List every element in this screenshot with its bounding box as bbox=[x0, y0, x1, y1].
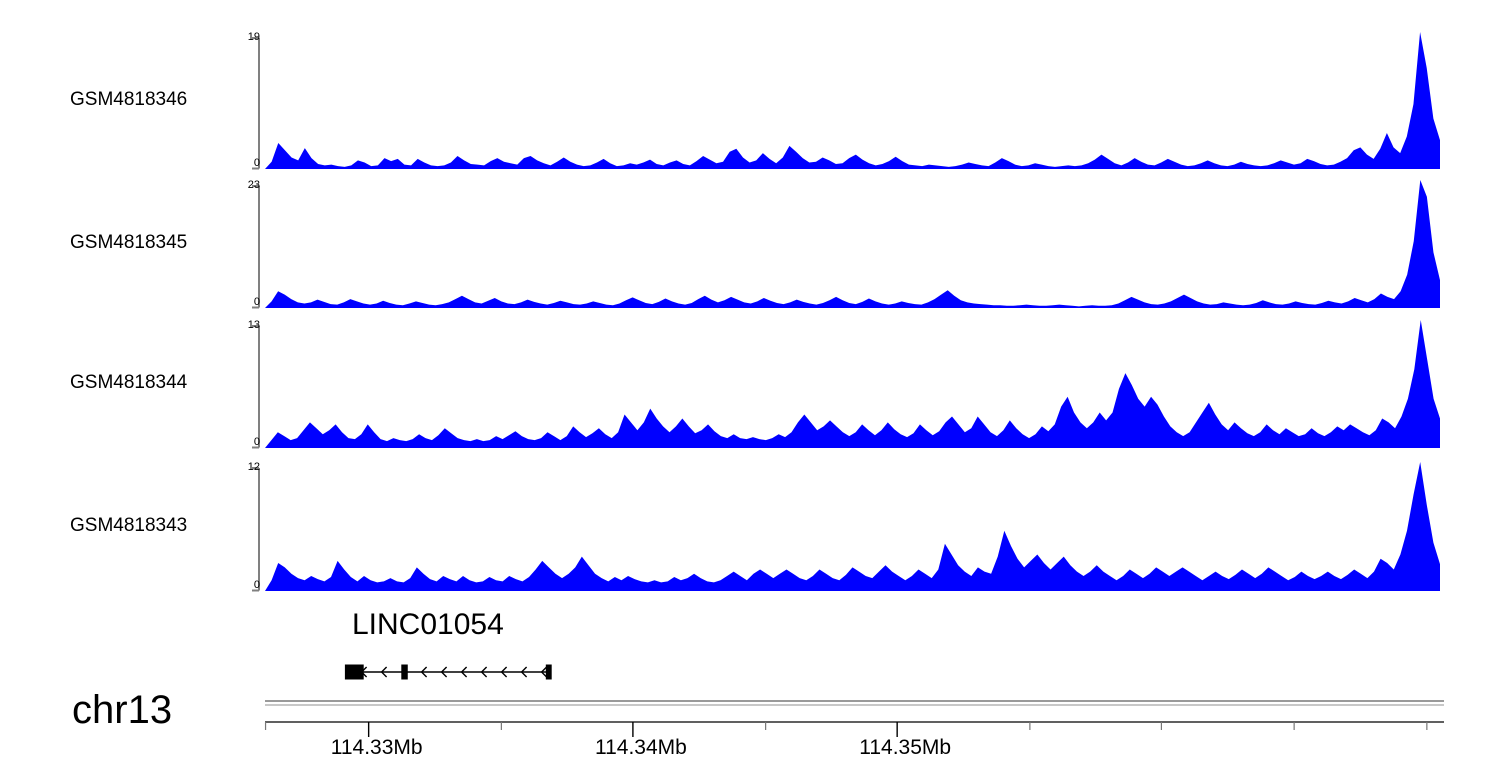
strand-arrow-left-icon bbox=[420, 666, 428, 678]
gene-exon-block[interactable] bbox=[545, 664, 552, 680]
gene-model[interactable] bbox=[265, 656, 1440, 688]
coverage-area-path bbox=[265, 462, 1440, 591]
y-axis-spine bbox=[252, 185, 260, 309]
strand-arrow-left-icon bbox=[480, 666, 488, 678]
gene-name-label: LINC01054 bbox=[352, 608, 504, 641]
y-axis-max-label: 19 bbox=[247, 31, 260, 43]
track-sample-label: GSM4818343 bbox=[70, 514, 188, 536]
gene-annotation-track: LINC01054 bbox=[0, 608, 1500, 694]
y-axis-spine bbox=[252, 37, 260, 170]
y-axis-spine bbox=[252, 467, 260, 592]
coverage-plot-area[interactable] bbox=[265, 462, 1440, 591]
gene-exon-block[interactable] bbox=[401, 664, 408, 680]
coverage-plot-area[interactable] bbox=[265, 180, 1440, 308]
track-y-axis: 19 0 bbox=[212, 31, 260, 170]
strand-arrow-left-icon bbox=[520, 666, 528, 678]
axis-tick-label: 114.35Mb bbox=[859, 736, 952, 759]
y-axis-min-label: 0 bbox=[253, 579, 260, 591]
gene-exon-block[interactable] bbox=[344, 664, 364, 680]
track-y-axis: 23 0 bbox=[212, 179, 260, 309]
y-axis-min-label: 0 bbox=[253, 157, 260, 169]
track-y-axis: 13 0 bbox=[212, 319, 260, 449]
y-axis-spine bbox=[252, 325, 260, 449]
y-axis-max-label: 13 bbox=[247, 319, 260, 331]
strand-arrow-left-icon bbox=[380, 666, 388, 678]
track-sample-label: GSM4818345 bbox=[70, 232, 188, 253]
y-axis-min-label: 0 bbox=[253, 436, 260, 448]
coverage-track: GSM4818345 23 0 bbox=[0, 179, 1500, 309]
coverage-area-path bbox=[265, 320, 1440, 448]
strand-arrow-left-icon bbox=[460, 666, 468, 678]
y-axis-max-label: 23 bbox=[247, 179, 260, 191]
coverage-track: GSM4818343 12 0 bbox=[0, 461, 1500, 592]
coverage-plot-area[interactable] bbox=[265, 320, 1440, 448]
genomic-coordinate-axis[interactable] bbox=[262, 698, 1447, 742]
track-sample-label: GSM4818346 bbox=[70, 88, 188, 110]
track-y-axis: 12 0 bbox=[212, 461, 260, 592]
coverage-area-path bbox=[265, 180, 1440, 308]
strand-arrow-left-icon bbox=[440, 666, 448, 678]
track-sample-label: GSM4818344 bbox=[70, 372, 188, 393]
strand-arrow-left-icon bbox=[500, 666, 508, 678]
coverage-track: GSM4818344 13 0 bbox=[0, 319, 1500, 449]
chromosome-label: chr13 bbox=[72, 688, 173, 732]
y-axis-min-label: 0 bbox=[253, 296, 260, 308]
coverage-area-path bbox=[265, 32, 1440, 169]
strand-arrow-left-icon bbox=[540, 666, 548, 678]
axis-tick-label: 114.34Mb bbox=[594, 736, 687, 759]
axis-tick-label: 114.33Mb bbox=[330, 736, 423, 759]
y-axis-max-label: 12 bbox=[247, 461, 260, 473]
coverage-track: GSM4818346 19 0 bbox=[0, 31, 1500, 170]
coverage-plot-area[interactable] bbox=[265, 32, 1440, 169]
